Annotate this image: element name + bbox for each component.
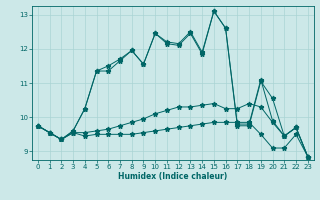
X-axis label: Humidex (Indice chaleur): Humidex (Indice chaleur) [118,172,228,181]
